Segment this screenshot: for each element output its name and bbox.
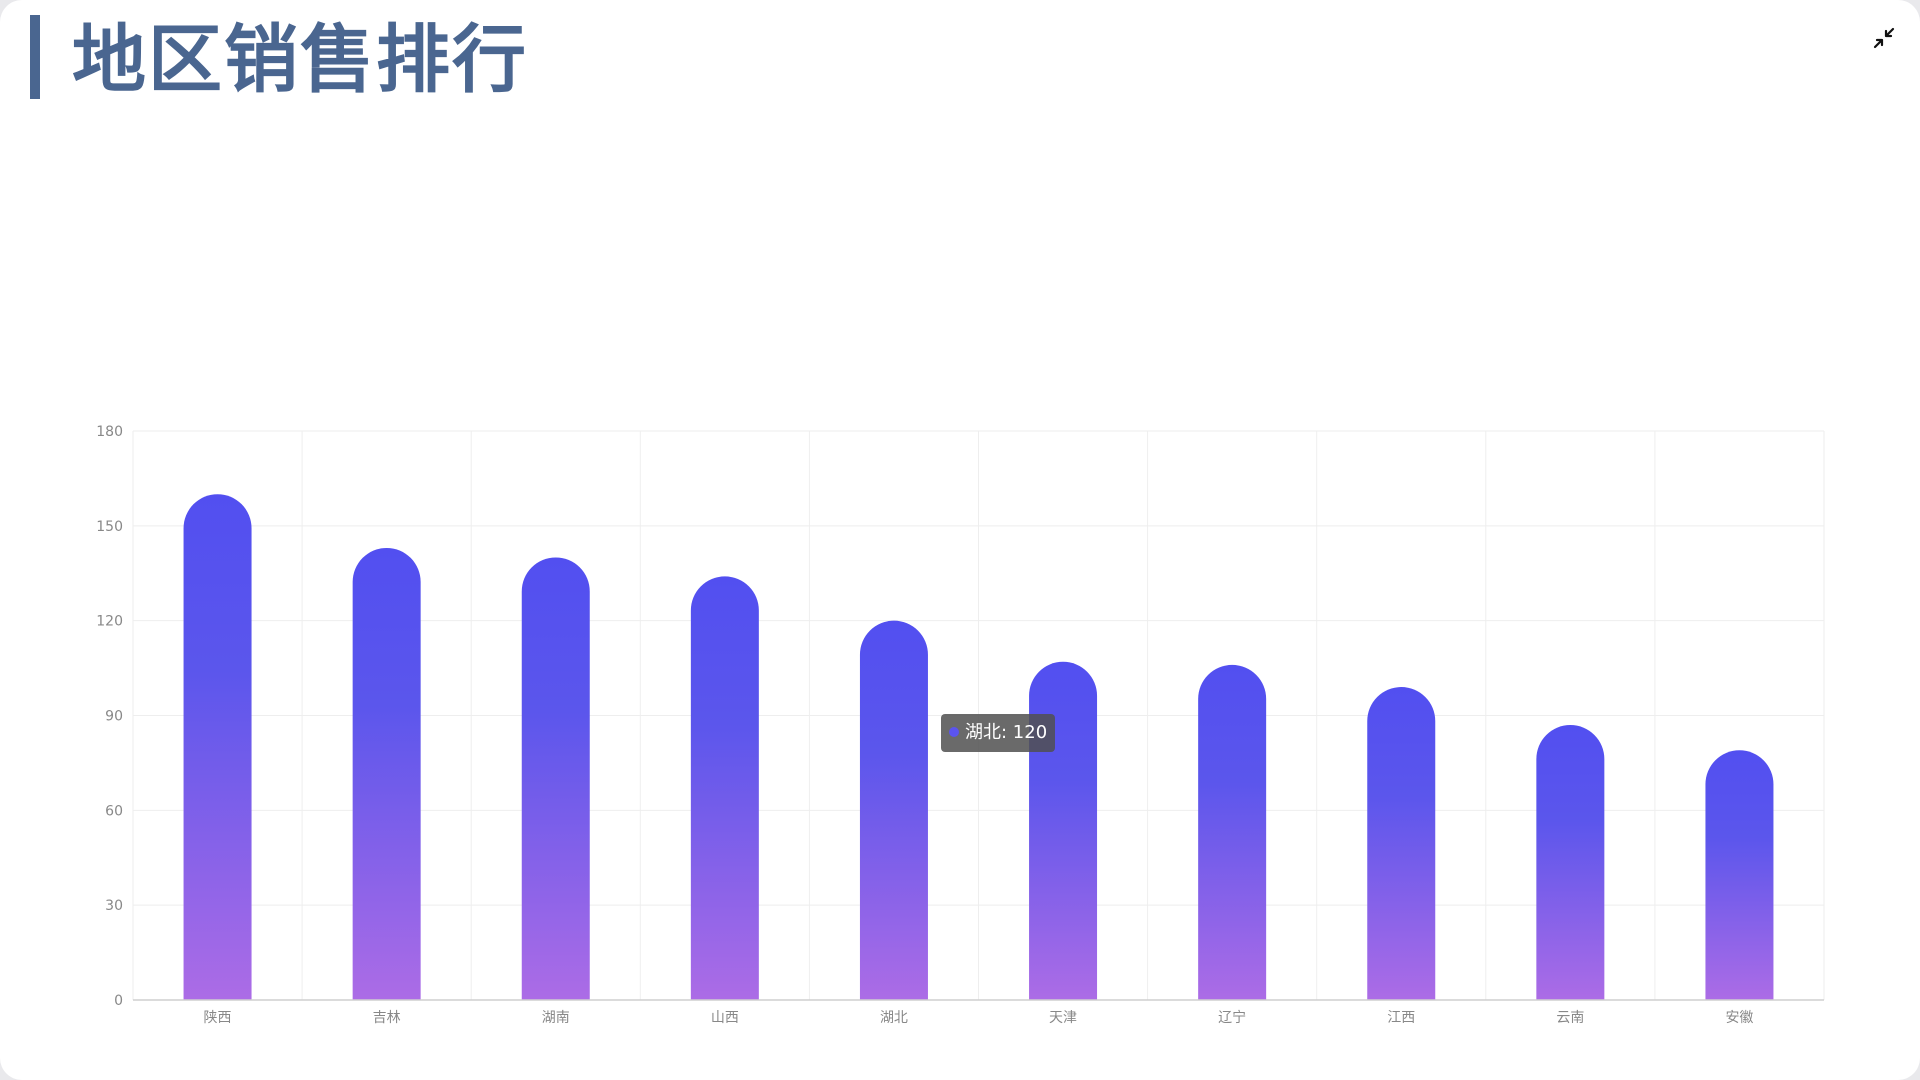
bar-云南 — [1536, 724, 1605, 1000]
collapse-icon — [1873, 27, 1895, 49]
axes: 0 30 60 90 120 150 180 陕西 吉林 湖南 山西 湖北 天津 辽宁 江西 云南 安徽 — [96, 424, 1824, 1026]
bar-湖南 — [521, 557, 590, 1000]
bars — [183, 494, 1774, 1000]
x-tick-label: 陕西 — [204, 1010, 232, 1026]
x-tick-label: 安徽 — [1725, 1010, 1753, 1026]
x-tick-label: 江西 — [1387, 1010, 1415, 1026]
title-accent-bar — [30, 15, 40, 99]
y-tick-label: 60 — [105, 803, 123, 819]
bar-安徽 — [1705, 750, 1774, 1000]
bar-江西 — [1367, 687, 1436, 1000]
bar-陕西 — [183, 494, 252, 1000]
bar-湖北 — [859, 620, 928, 1000]
x-tick-label: 吉林 — [373, 1010, 401, 1026]
page-title: 地区销售排行 — [72, 17, 528, 103]
x-tick-label: 云南 — [1556, 1010, 1584, 1026]
bar-山西 — [690, 576, 759, 1000]
x-tick-label: 湖北 — [880, 1010, 908, 1026]
y-tick-label: 0 — [114, 993, 123, 1009]
bar-吉林 — [352, 547, 421, 1000]
x-tick-label: 辽宁 — [1218, 1009, 1246, 1026]
y-tick-label: 150 — [96, 519, 123, 535]
bar-tooltip: 湖北: 120 — [941, 714, 1056, 752]
tooltip-text: 湖北: 120 — [965, 722, 1048, 743]
y-tick-label: 90 — [105, 709, 123, 725]
x-tick-label: 湖南 — [542, 1010, 570, 1026]
bar-辽宁 — [1198, 664, 1267, 1000]
x-tick-label: 山西 — [711, 1010, 739, 1026]
bar-天津 — [1029, 661, 1098, 1000]
y-tick-label: 120 — [96, 614, 123, 630]
y-tick-label: 180 — [96, 424, 123, 440]
y-tick-label: 30 — [105, 898, 123, 914]
collapse-button[interactable] — [1872, 26, 1896, 50]
x-tick-label: 天津 — [1049, 1010, 1077, 1026]
series-dot-icon — [949, 727, 959, 737]
